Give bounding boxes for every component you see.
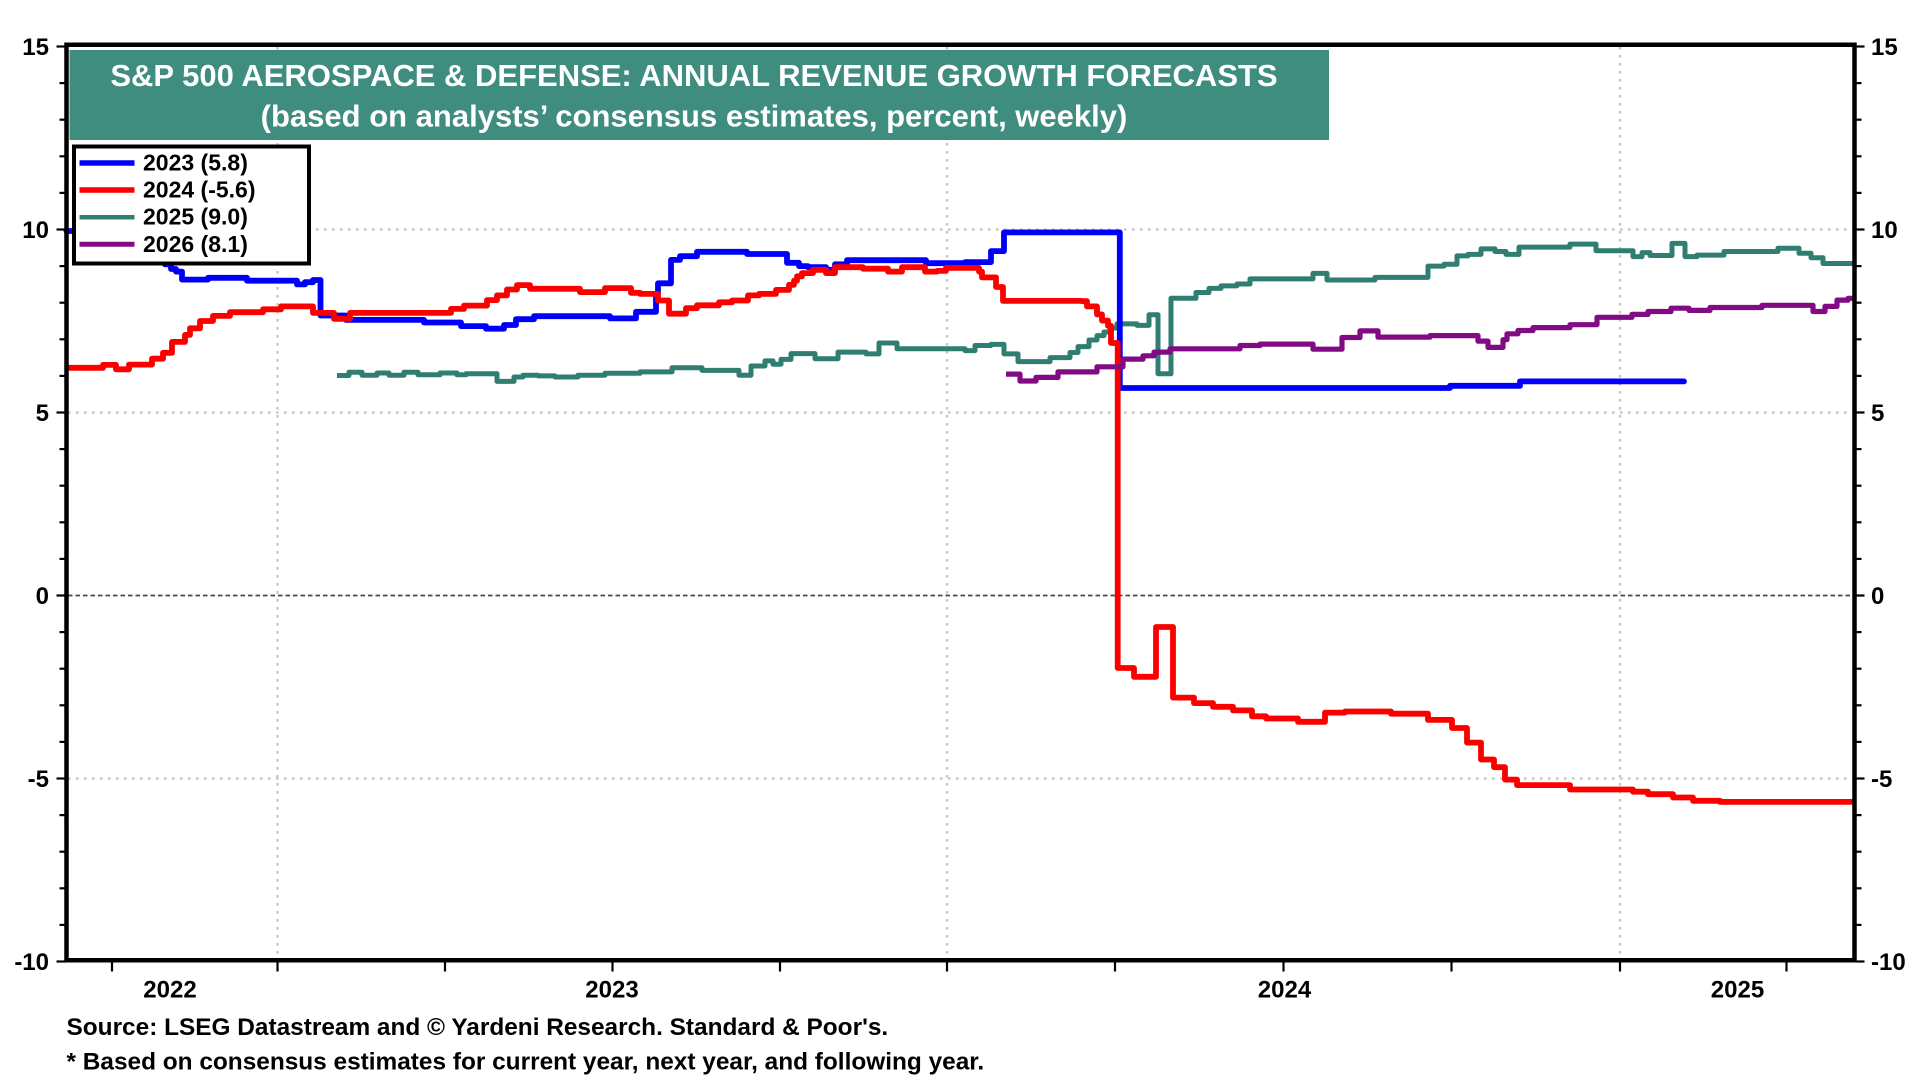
svg-text:5: 5: [36, 400, 49, 427]
svg-text:Source: LSEG Datastream and ©: Source: LSEG Datastream and © Yardeni Re…: [67, 1014, 889, 1041]
svg-text:15: 15: [1871, 34, 1898, 61]
svg-text:-5: -5: [1871, 766, 1892, 793]
svg-text:-5: -5: [28, 766, 49, 793]
svg-text:2023 (5.8): 2023 (5.8): [143, 150, 248, 176]
svg-text:-10: -10: [14, 949, 49, 976]
svg-text:S&P 500 AEROSPACE & DEFENSE: A: S&P 500 AEROSPACE & DEFENSE: ANNUAL REVE…: [110, 58, 1277, 93]
svg-text:10: 10: [22, 217, 49, 244]
svg-text:0: 0: [1871, 583, 1884, 610]
svg-text:* Based on consensus estimates: * Based on consensus estimates for curre…: [67, 1049, 985, 1076]
svg-text:2025 (9.0): 2025 (9.0): [143, 204, 248, 230]
svg-text:0: 0: [36, 583, 49, 610]
svg-text:5: 5: [1871, 400, 1884, 427]
svg-text:15: 15: [22, 34, 49, 61]
svg-text:2023: 2023: [585, 977, 638, 1004]
svg-text:(based on analysts’ consensus: (based on analysts’ consensus estimates,…: [261, 99, 1128, 134]
svg-text:2024 (-5.6): 2024 (-5.6): [143, 177, 256, 203]
svg-text:2022: 2022: [143, 977, 196, 1004]
svg-text:2024: 2024: [1258, 977, 1312, 1004]
svg-text:2025: 2025: [1711, 977, 1764, 1004]
svg-text:-10: -10: [1871, 949, 1906, 976]
svg-text:2026 (8.1): 2026 (8.1): [143, 231, 248, 257]
svg-text:10: 10: [1871, 217, 1898, 244]
